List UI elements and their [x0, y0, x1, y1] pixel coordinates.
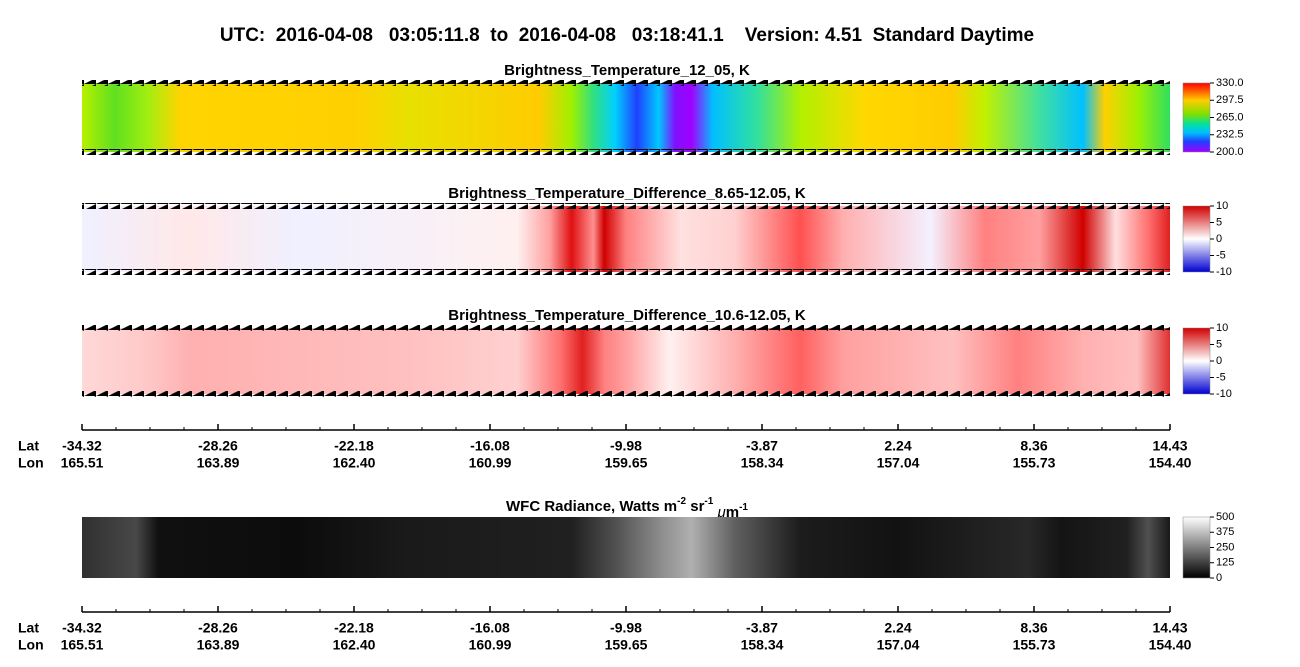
colorbar-label: 0 [1216, 355, 1222, 367]
colorbar-label: 200.0 [1216, 146, 1244, 158]
lon-label: 159.65 [605, 455, 648, 471]
image-strip [82, 206, 1170, 272]
image-strip [82, 517, 1170, 578]
superscript: -1 [739, 502, 748, 513]
scan-edge [82, 269, 1170, 275]
colorbar-label: 330.0 [1216, 77, 1244, 89]
lat-label: 14.43 [1152, 438, 1187, 454]
superscript: -2 [677, 496, 686, 507]
panel-title: Brightness_Temperature_12_05, K [504, 62, 750, 79]
colorbar [1182, 327, 1211, 395]
axis-label: Lon [18, 455, 44, 471]
colorbar-label: 5 [1216, 216, 1222, 228]
colorbar-label: 0 [1216, 233, 1222, 245]
title-part: sr [686, 498, 705, 515]
lat-label: -3.87 [746, 620, 778, 636]
colorbar-label: 265.0 [1216, 111, 1244, 123]
colorbar [1182, 516, 1211, 579]
lat-label: 8.36 [1020, 438, 1047, 454]
colorbar-label: -10 [1216, 388, 1232, 400]
colorbar-label: 10 [1216, 322, 1228, 334]
lat-label: -9.98 [610, 438, 642, 454]
colorbar-label: 5 [1216, 338, 1222, 350]
lat-label: -34.32 [62, 438, 102, 454]
image-strip [82, 83, 1170, 152]
lat-label: 8.36 [1020, 620, 1047, 636]
lon-label: 160.99 [469, 637, 512, 653]
axis-label: Lat [18, 438, 39, 454]
title-part: WFC Radiance, Watts m [506, 498, 677, 515]
lat-label: -3.87 [746, 438, 778, 454]
lat-label: -16.08 [470, 438, 510, 454]
lon-label: 162.40 [333, 455, 376, 471]
lon-label: 155.73 [1013, 637, 1056, 653]
page-title: UTC: 2016-04-08 03:05:11.8 to 2016-04-08… [220, 25, 1034, 46]
scan-edge [82, 325, 1170, 331]
lat-label: 2.24 [884, 620, 911, 636]
lat-label: 14.43 [1152, 620, 1187, 636]
lat-label: 2.24 [884, 438, 911, 454]
colorbar-label: -10 [1216, 266, 1232, 278]
lon-label: 158.34 [741, 455, 784, 471]
axis-label: Lon [18, 637, 44, 653]
image-strip [82, 328, 1170, 394]
lon-label: 162.40 [333, 637, 376, 653]
colorbar [1182, 205, 1211, 273]
scan-edge [82, 149, 1170, 155]
colorbar-label: 500 [1216, 511, 1234, 523]
lon-label: 165.51 [61, 455, 104, 471]
lon-label: 157.04 [877, 455, 920, 471]
lat-label: -16.08 [470, 620, 510, 636]
lat-label: -34.32 [62, 620, 102, 636]
lon-label: 154.40 [1149, 455, 1192, 471]
superscript: -1 [704, 496, 713, 507]
lon-label: 159.65 [605, 637, 648, 653]
colorbar-label: 375 [1216, 526, 1234, 538]
colorbar [1182, 82, 1211, 153]
colorbar-label: -5 [1216, 249, 1226, 261]
colorbar-label: 125 [1216, 557, 1234, 569]
lat-label: -28.26 [198, 438, 238, 454]
lat-label: -28.26 [198, 620, 238, 636]
panel-title: Brightness_Temperature_Difference_10.6-1… [448, 307, 806, 324]
colorbar-label: 250 [1216, 541, 1234, 553]
panel-title: Brightness_Temperature_Difference_8.65-1… [448, 185, 806, 202]
lon-label: 165.51 [61, 637, 104, 653]
lat-label: -22.18 [334, 438, 374, 454]
lon-label: 163.89 [197, 455, 240, 471]
lon-label: 160.99 [469, 455, 512, 471]
lon-label: 155.73 [1013, 455, 1056, 471]
panel-title: WFC Radiance, Watts m-2 sr-1 μm-1 [506, 496, 748, 521]
lon-label: 157.04 [877, 637, 920, 653]
lon-label: 158.34 [741, 637, 784, 653]
lat-label: -9.98 [610, 620, 642, 636]
lon-label: 154.40 [1149, 637, 1192, 653]
title-part: m [726, 504, 739, 521]
colorbar-label: 10 [1216, 200, 1228, 212]
colorbar-label: 0 [1216, 572, 1222, 584]
lat-label: -22.18 [334, 620, 374, 636]
scan-edge [82, 391, 1170, 397]
colorbar-label: 232.5 [1216, 129, 1244, 141]
lon-label: 163.89 [197, 637, 240, 653]
title-part: μ [717, 504, 726, 521]
colorbar-label: -5 [1216, 371, 1226, 383]
scan-edge [82, 203, 1170, 209]
colorbar-label: 297.5 [1216, 94, 1244, 106]
axis-label: Lat [18, 620, 39, 636]
scan-edge [82, 80, 1170, 86]
